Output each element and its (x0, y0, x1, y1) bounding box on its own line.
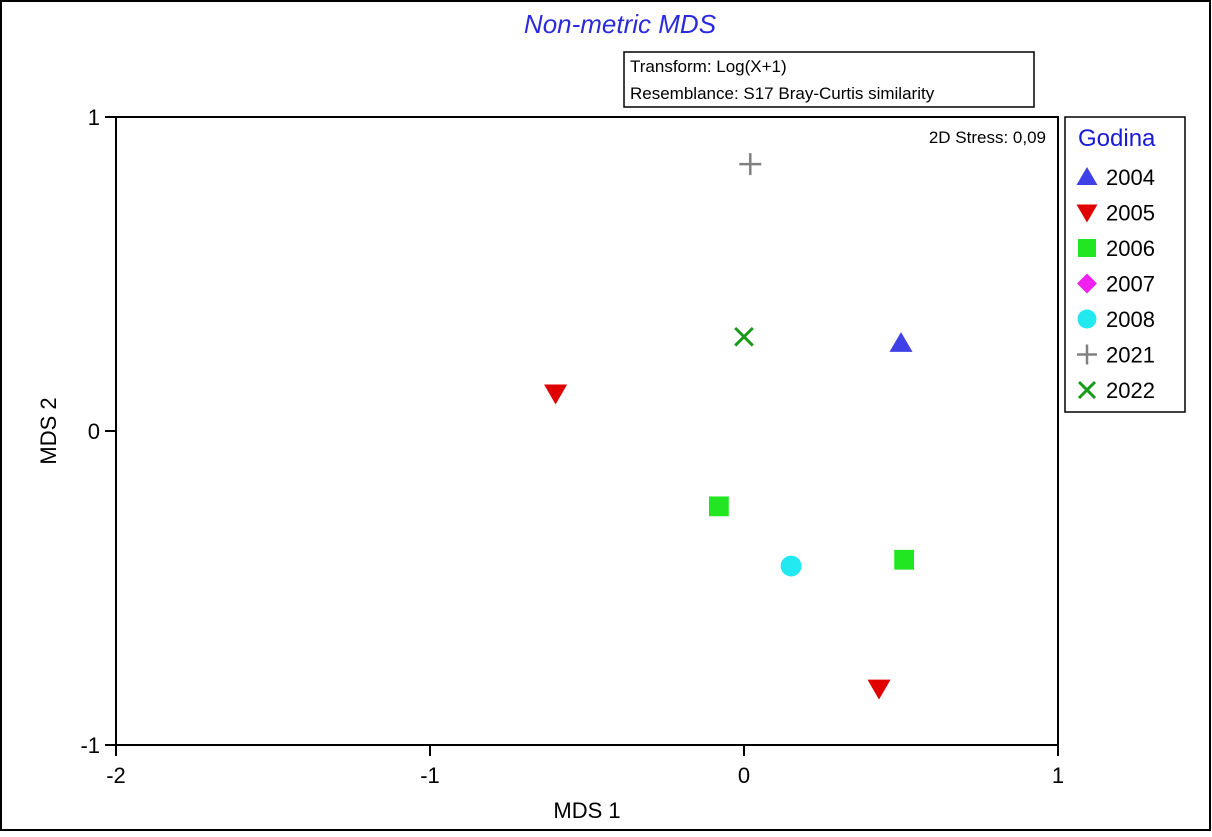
legend-marker-2006 (1078, 239, 1096, 257)
data-point-2005 (867, 679, 891, 700)
legend-frame (1064, 116, 1186, 413)
data-point-2021 (739, 153, 762, 176)
x-axis-title: MDS 1 (553, 798, 620, 823)
legend-label-2022: 2022 (1106, 378, 1155, 403)
data-point-2022 (734, 326, 754, 347)
legend-label-2005: 2005 (1106, 201, 1155, 226)
x-tick-label: -2 (106, 763, 126, 788)
legend-title: Godina (1078, 125, 1156, 152)
x-tick-label: 0 (738, 763, 750, 788)
data-point-2006 (708, 496, 729, 517)
legend-marker-2008 (1077, 309, 1097, 329)
y-tick-label: 1 (88, 105, 100, 130)
data-point-2008 (780, 555, 802, 577)
data-point-2005 (544, 384, 568, 405)
legend-label-2006: 2006 (1106, 236, 1155, 261)
points-layer (544, 153, 915, 700)
info-box: Transform: Log(X+1) Resemblance: S17 Bra… (623, 51, 1035, 108)
chart-title: Non-metric MDS (524, 9, 717, 39)
x-tick-label: -1 (420, 763, 440, 788)
legend-label-2021: 2021 (1106, 343, 1155, 368)
legend-marker-2007 (1077, 273, 1097, 294)
legend-marker-2021 (1077, 344, 1097, 365)
x-tick-label: 1 (1052, 763, 1064, 788)
data-point-2004 (889, 332, 913, 352)
legend-marker-2004 (1076, 167, 1098, 185)
legend-label-2007: 2007 (1106, 272, 1155, 297)
legend-marker-2022 (1077, 380, 1097, 400)
info-resemblance: Resemblance: S17 Bray-Curtis similarity (630, 84, 935, 103)
legend-marker-2005 (1076, 204, 1098, 223)
y-ticks (105, 116, 116, 746)
info-box-frame (623, 51, 1035, 108)
y-tick-label: 0 (88, 419, 100, 444)
x-ticks (115, 745, 1059, 756)
data-point-2006 (894, 549, 915, 570)
y-tick-label: -1 (80, 733, 100, 758)
stress-label: 2D Stress: 0,09 (929, 128, 1046, 147)
info-transform: Transform: Log(X+1) (630, 57, 787, 76)
y-axis-title: MDS 2 (36, 397, 61, 464)
legend-items: 2004 2005 2006 2007 2008 2021 2022 (1076, 165, 1155, 403)
legend: Godina 2004 2005 2006 2007 2008 2021 2022 (1064, 116, 1186, 413)
legend-label-2004: 2004 (1106, 165, 1155, 190)
plot-area (115, 116, 1059, 746)
legend-label-2008: 2008 (1106, 307, 1155, 332)
